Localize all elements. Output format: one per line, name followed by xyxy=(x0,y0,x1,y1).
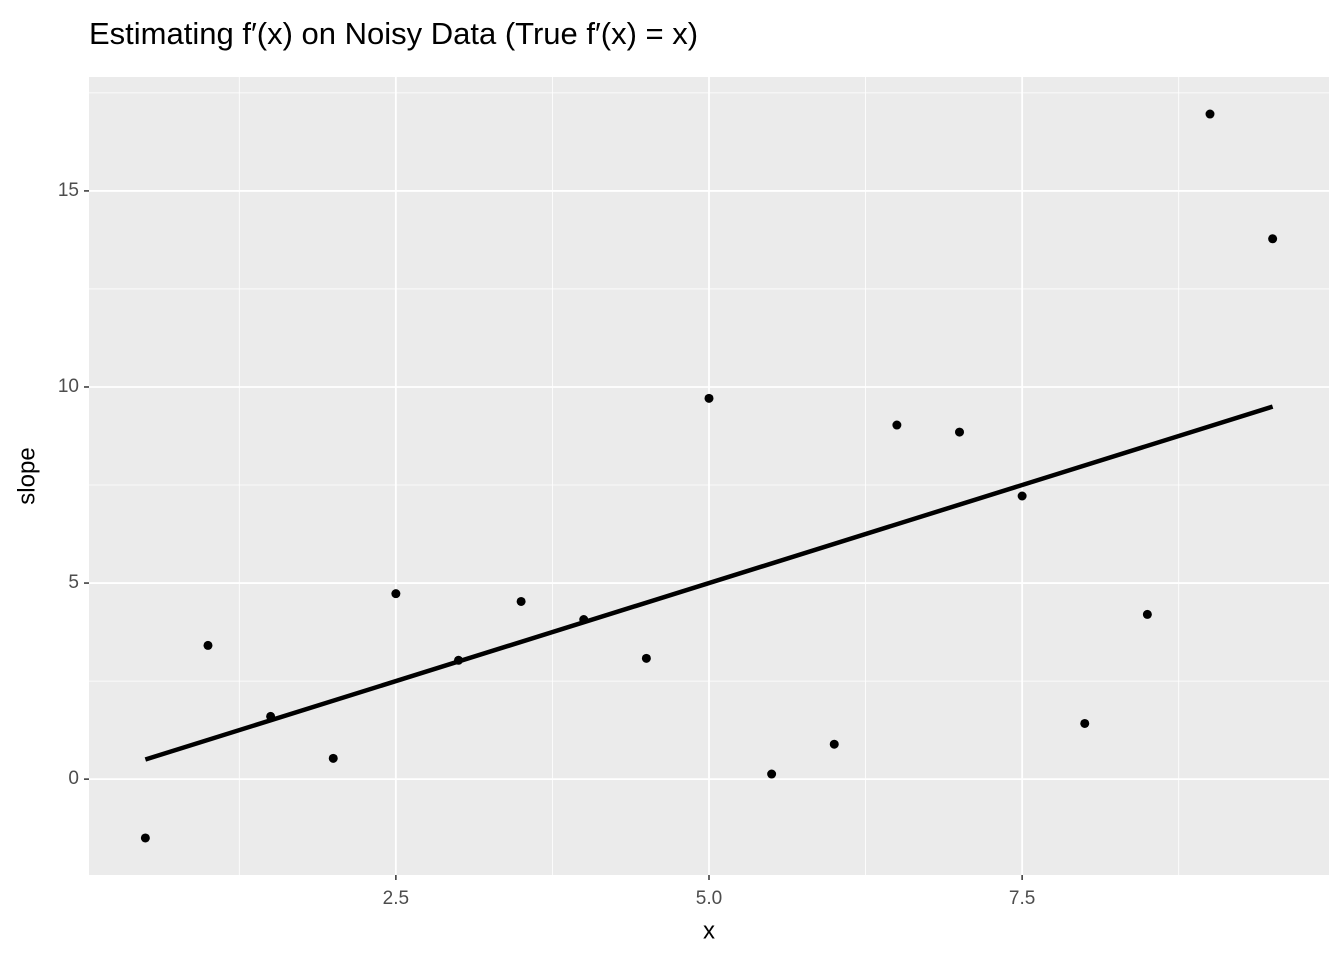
point xyxy=(892,420,902,430)
point xyxy=(641,653,651,663)
point xyxy=(829,739,839,749)
x-tick-label: 7.5 xyxy=(1009,888,1035,909)
point xyxy=(955,427,965,437)
y-tick-label: 15 xyxy=(58,180,79,201)
line xyxy=(144,404,1274,762)
point xyxy=(328,753,338,763)
point xyxy=(1017,491,1027,501)
y-tick-label: 0 xyxy=(68,768,79,789)
point xyxy=(1268,234,1278,244)
point xyxy=(391,589,401,599)
point xyxy=(1142,609,1152,619)
point xyxy=(767,769,777,779)
y-tick-label: 5 xyxy=(68,572,79,593)
x-tick-label: 2.5 xyxy=(383,888,409,909)
y-tick-label: 10 xyxy=(58,376,79,397)
chart-title: Estimating f′(x) on Noisy Data (True f′(… xyxy=(89,16,698,51)
x-tick-label: 5.0 xyxy=(696,888,722,909)
y-axis-label: slope xyxy=(13,447,40,504)
point xyxy=(1205,109,1215,119)
point xyxy=(516,596,526,606)
x-axis-label: x xyxy=(703,917,715,944)
point xyxy=(140,833,150,843)
point xyxy=(704,393,714,403)
point xyxy=(203,640,213,650)
point xyxy=(1080,718,1090,728)
